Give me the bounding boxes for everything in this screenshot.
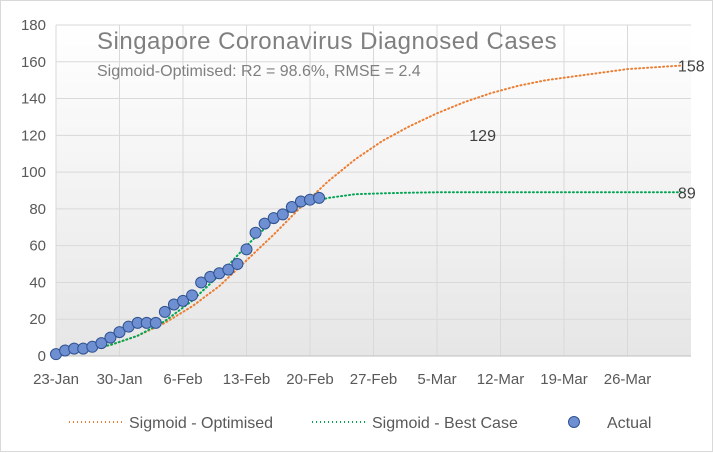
y-tick-label: 160 <box>21 54 46 71</box>
y-tick-label: 180 <box>21 17 46 34</box>
annotations: 158 129 89 <box>469 58 704 202</box>
data-label: 89 <box>678 185 696 202</box>
x-tick-label: 6-Feb <box>163 371 202 388</box>
data-point-actual <box>149 316 162 329</box>
chart-subtitle: Sigmoid-Optimised: R2 = 98.6%, RMSE = 2.… <box>97 63 421 80</box>
data-label: 129 <box>469 128 496 145</box>
y-tick-label: 40 <box>29 274 46 291</box>
legend: Sigmoid - Optimised Sigmoid - Best Case … <box>69 415 651 432</box>
data-point-actual <box>276 208 289 221</box>
y-tick-label: 0 <box>38 348 46 365</box>
y-tick-label: 20 <box>29 311 46 328</box>
y-tick-label: 140 <box>21 91 46 108</box>
x-axis-ticks: 23-Jan 30-Jan 6-Feb 13-Feb 20-Feb 27-Feb 5-Mar… <box>33 371 651 388</box>
legend-marker-actual <box>568 416 580 428</box>
series-layer <box>50 64 683 361</box>
x-tick-label: 12-Mar <box>477 371 525 388</box>
x-tick-label: 19-Mar <box>540 371 588 388</box>
data-point-actual <box>158 305 171 318</box>
y-tick-label: 120 <box>21 127 46 144</box>
y-tick-label: 100 <box>21 164 46 181</box>
data-point-actual <box>195 276 208 289</box>
y-tick-label: 60 <box>29 238 46 255</box>
chart-title: Singapore Coronavirus Diagnosed Cases <box>97 28 557 55</box>
legend-label-best-case: Sigmoid - Best Case <box>372 415 518 432</box>
data-point-actual <box>313 191 326 204</box>
data-point-actual <box>285 201 298 214</box>
data-point-actual <box>186 289 199 302</box>
legend-label-actual: Actual <box>607 415 651 432</box>
data-point-actual <box>104 331 117 344</box>
data-point-actual <box>177 294 189 307</box>
x-tick-label: 13-Feb <box>223 371 271 388</box>
y-axis-ticks: 0 20 40 60 80 100 120 140 160 180 <box>21 17 46 365</box>
gridlines <box>55 24 691 356</box>
x-tick-label: 20-Feb <box>286 371 334 388</box>
data-point-actual <box>258 217 271 230</box>
y-tick-label: 80 <box>29 201 46 218</box>
x-tick-label: 23-Jan <box>33 371 79 388</box>
x-tick-label: 27-Feb <box>350 371 398 388</box>
data-point-actual <box>240 243 253 256</box>
data-point-actual <box>95 337 108 350</box>
legend-label-optimised: Sigmoid - Optimised <box>129 415 273 432</box>
data-point-actual <box>113 326 126 339</box>
x-tick-label: 30-Jan <box>97 371 143 388</box>
data-point-actual <box>231 258 244 271</box>
data-point-actual <box>222 263 235 276</box>
x-tick-label: 5-Mar <box>417 371 456 388</box>
x-tick-label: 26-Mar <box>604 371 652 388</box>
data-point-actual <box>249 226 262 239</box>
data-label: 158 <box>678 58 705 75</box>
